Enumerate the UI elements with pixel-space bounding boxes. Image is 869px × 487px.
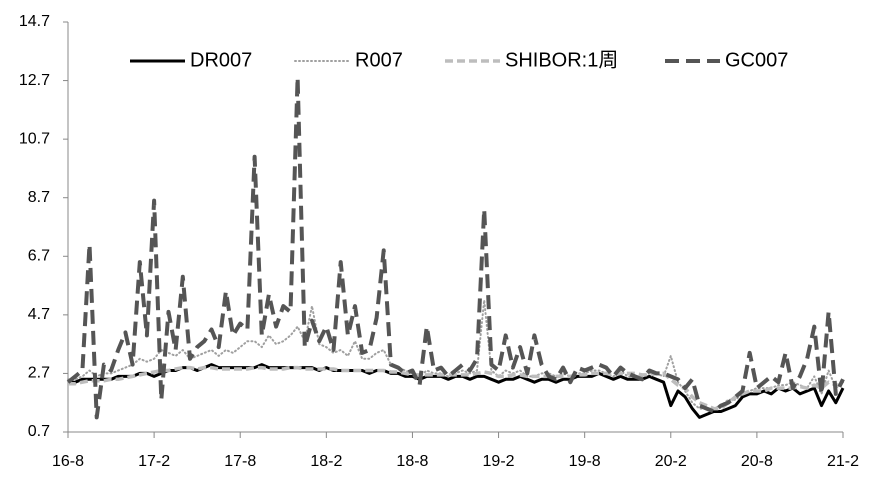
legend-label: SHIBOR:1周 [505,49,618,71]
legend-label: R007 [355,49,403,71]
series-line [68,365,843,411]
x-tick-label: 19-8 [569,453,601,470]
x-tick-label: 17-8 [224,453,256,470]
x-tick-label: 21-2 [827,453,859,470]
y-tick-label: 14.7 [19,13,50,30]
y-tick-label: 0.7 [28,423,50,440]
x-tick-label: 19-2 [483,453,515,470]
x-tick-label: 18-2 [310,453,342,470]
y-tick-label: 4.7 [28,306,50,323]
series-line [67,299,844,410]
y-tick-label: 6.7 [28,248,50,265]
x-tick-label: 18-8 [396,453,428,470]
x-tick-label: 16-8 [52,453,84,470]
x-tick-label: 20-2 [655,453,687,470]
y-tick-label: 8.7 [28,189,50,206]
legend-label: DR007 [190,49,252,71]
series-line [66,75,845,420]
y-tick-label: 10.7 [19,130,50,147]
legend-label: GC007 [725,49,788,71]
y-tick-label: 12.7 [19,72,50,89]
y-tick-label: 2.7 [28,365,50,382]
x-tick-label: 20-8 [741,453,773,470]
x-tick-label: 17-2 [138,453,170,470]
